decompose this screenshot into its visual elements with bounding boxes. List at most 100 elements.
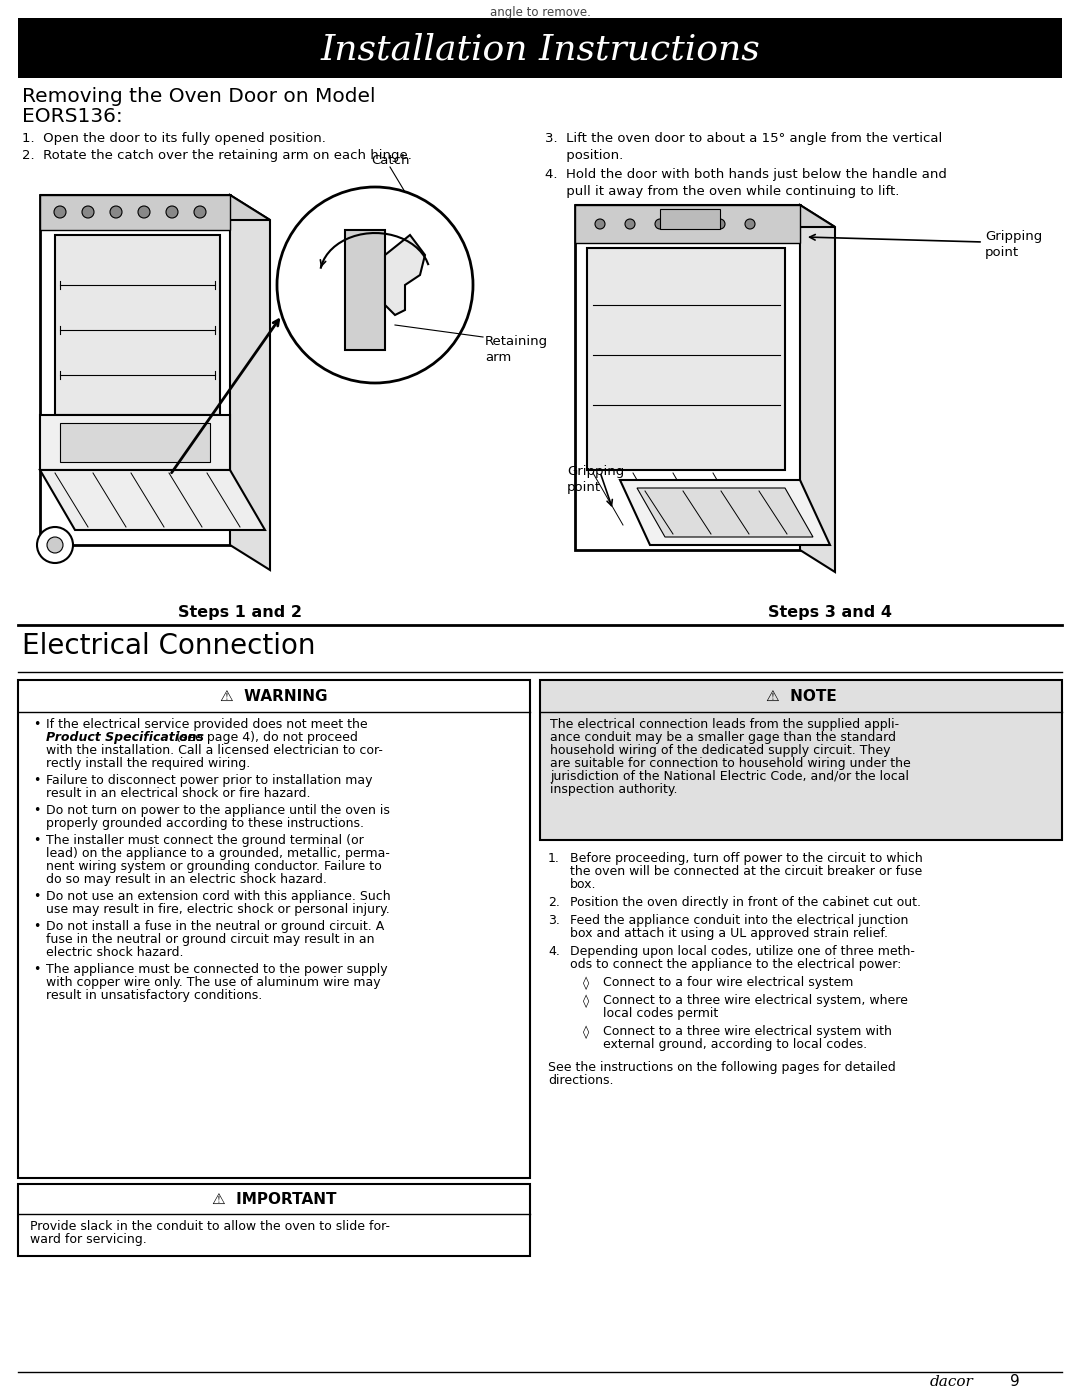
- Text: Do not install a fuse in the neutral or ground circuit. A: Do not install a fuse in the neutral or …: [46, 921, 384, 933]
- Text: 1.  Open the door to its fully opened position.: 1. Open the door to its fully opened pos…: [22, 131, 326, 145]
- Text: ⚠  IMPORTANT: ⚠ IMPORTANT: [212, 1192, 336, 1207]
- Text: If the electrical service provided does not meet the: If the electrical service provided does …: [46, 718, 367, 731]
- Text: the oven will be connected at the circuit breaker or fuse: the oven will be connected at the circui…: [570, 865, 922, 877]
- Text: 9: 9: [1010, 1375, 1020, 1390]
- Polygon shape: [40, 196, 270, 219]
- Polygon shape: [55, 235, 220, 415]
- Text: ods to connect the appliance to the electrical power:: ods to connect the appliance to the elec…: [570, 958, 902, 971]
- Text: See the instructions on the following pages for detailed: See the instructions on the following pa…: [548, 1060, 895, 1074]
- Circle shape: [54, 205, 66, 218]
- Polygon shape: [384, 235, 426, 314]
- Polygon shape: [800, 205, 835, 571]
- Polygon shape: [637, 488, 813, 536]
- Text: •: •: [33, 963, 40, 977]
- Text: Steps 1 and 2: Steps 1 and 2: [178, 605, 302, 620]
- Circle shape: [715, 219, 725, 229]
- Text: do so may result in an electric shock hazard.: do so may result in an electric shock ha…: [46, 873, 327, 886]
- Text: 2.: 2.: [548, 895, 559, 909]
- Polygon shape: [40, 196, 230, 545]
- Text: lead) on the appliance to a grounded, metallic, perma-: lead) on the appliance to a grounded, me…: [46, 847, 390, 861]
- Text: Feed the appliance conduit into the electrical junction: Feed the appliance conduit into the elec…: [570, 914, 908, 928]
- Text: 3.  Lift the oven door to about a 15° angle from the vertical: 3. Lift the oven door to about a 15° ang…: [545, 131, 942, 145]
- Polygon shape: [575, 205, 800, 243]
- Text: ◊: ◊: [583, 977, 589, 989]
- Text: position.: position.: [545, 149, 623, 162]
- Polygon shape: [40, 469, 265, 529]
- Text: 4.: 4.: [548, 944, 559, 958]
- Text: EORS136:: EORS136:: [22, 108, 123, 126]
- Text: Connect to a three wire electrical system with: Connect to a three wire electrical syste…: [603, 1025, 892, 1038]
- Text: Steps 3 and 4: Steps 3 and 4: [768, 605, 892, 620]
- Text: Connect to a four wire electrical system: Connect to a four wire electrical system: [603, 977, 853, 989]
- Text: Electrical Connection: Electrical Connection: [22, 631, 315, 659]
- Text: household wiring of the dedicated supply circuit. They: household wiring of the dedicated supply…: [550, 745, 891, 757]
- Text: ◊: ◊: [583, 1025, 589, 1038]
- Text: Provide slack in the conduit to allow the oven to slide for-: Provide slack in the conduit to allow th…: [30, 1220, 390, 1234]
- Text: directions.: directions.: [548, 1074, 613, 1087]
- Text: Product Specifications: Product Specifications: [46, 731, 204, 745]
- Circle shape: [685, 219, 696, 229]
- Text: ⚠  NOTE: ⚠ NOTE: [766, 689, 836, 704]
- Circle shape: [138, 205, 150, 218]
- Text: ◊: ◊: [583, 995, 589, 1007]
- Text: •: •: [33, 718, 40, 731]
- Text: rectly install the required wiring.: rectly install the required wiring.: [46, 757, 251, 770]
- Text: with the installation. Call a licensed electrician to cor-: with the installation. Call a licensed e…: [46, 745, 383, 757]
- Bar: [660, 210, 720, 229]
- Polygon shape: [588, 249, 785, 469]
- Text: •: •: [33, 774, 40, 787]
- Bar: [18, 1185, 530, 1256]
- Text: electric shock hazard.: electric shock hazard.: [46, 946, 184, 958]
- Text: 1.: 1.: [548, 852, 559, 865]
- Circle shape: [48, 536, 63, 553]
- Polygon shape: [40, 415, 230, 469]
- Circle shape: [654, 219, 665, 229]
- Text: 4.  Hold the door with both hands just below the handle and: 4. Hold the door with both hands just be…: [545, 168, 947, 182]
- Text: properly grounded according to these instructions.: properly grounded according to these ins…: [46, 817, 364, 830]
- Text: external ground, according to local codes.: external ground, according to local code…: [603, 1038, 867, 1051]
- Text: jurisdiction of the National Electric Code, and/or the local: jurisdiction of the National Electric Co…: [550, 770, 909, 782]
- Text: Installation Instructions: Installation Instructions: [320, 32, 760, 66]
- Text: •: •: [33, 890, 40, 902]
- Text: local codes permit: local codes permit: [603, 1007, 718, 1020]
- Text: with copper wire only. The use of aluminum wire may: with copper wire only. The use of alumin…: [46, 977, 380, 989]
- Circle shape: [194, 205, 206, 218]
- Text: The appliance must be connected to the power supply: The appliance must be connected to the p…: [46, 963, 388, 977]
- Text: ward for servicing.: ward for servicing.: [30, 1234, 147, 1246]
- Text: (see page 4), do not proceed: (see page 4), do not proceed: [172, 731, 357, 745]
- Text: Do not turn on power to the appliance until the oven is: Do not turn on power to the appliance un…: [46, 805, 390, 817]
- Text: Position the oven directly in front of the cabinet cut out.: Position the oven directly in front of t…: [570, 895, 921, 909]
- Polygon shape: [575, 205, 800, 550]
- Circle shape: [745, 219, 755, 229]
- Text: Removing the Oven Door on Model: Removing the Oven Door on Model: [22, 87, 376, 106]
- Circle shape: [82, 205, 94, 218]
- Text: •: •: [33, 921, 40, 933]
- Text: pull it away from the oven while continuing to lift.: pull it away from the oven while continu…: [545, 184, 900, 198]
- Text: Gripping
point: Gripping point: [985, 231, 1042, 258]
- Bar: [18, 18, 1062, 78]
- Text: fuse in the neutral or ground circuit may result in an: fuse in the neutral or ground circuit ma…: [46, 933, 375, 946]
- Bar: [18, 680, 530, 1178]
- Bar: [540, 680, 1062, 840]
- Text: ⚠  WARNING: ⚠ WARNING: [220, 689, 327, 704]
- Text: Do not use an extension cord with this appliance. Such: Do not use an extension cord with this a…: [46, 890, 391, 902]
- Text: ance conduit may be a smaller gage than the standard: ance conduit may be a smaller gage than …: [550, 731, 896, 745]
- Text: 3.: 3.: [548, 914, 559, 928]
- Polygon shape: [575, 205, 835, 226]
- Text: nent wiring system or grounding conductor. Failure to: nent wiring system or grounding conducto…: [46, 861, 381, 873]
- Polygon shape: [345, 231, 384, 351]
- Polygon shape: [60, 423, 210, 462]
- Text: Retaining
arm: Retaining arm: [485, 335, 549, 365]
- Text: •: •: [33, 805, 40, 817]
- Text: box.: box.: [570, 877, 596, 891]
- Text: result in an electrical shock or fire hazard.: result in an electrical shock or fire ha…: [46, 787, 311, 800]
- Circle shape: [276, 187, 473, 383]
- Text: The electrical connection leads from the supplied appli-: The electrical connection leads from the…: [550, 718, 900, 731]
- Circle shape: [595, 219, 605, 229]
- Text: •: •: [33, 834, 40, 847]
- Polygon shape: [230, 196, 270, 570]
- Text: inspection authority.: inspection authority.: [550, 782, 677, 796]
- Text: are suitable for connection to household wiring under the: are suitable for connection to household…: [550, 757, 910, 770]
- Text: Connect to a three wire electrical system, where: Connect to a three wire electrical syste…: [603, 995, 908, 1007]
- Text: 2.  Rotate the catch over the retaining arm on each hinge.: 2. Rotate the catch over the retaining a…: [22, 149, 411, 162]
